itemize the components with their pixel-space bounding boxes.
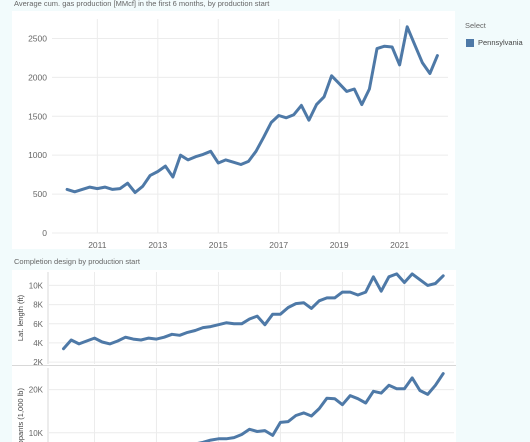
legend-swatch [466,38,474,47]
series-line-pennsylvania [65,25,439,194]
production-chart-title: Average cum. gas production [MMcf] in th… [14,0,270,8]
series-line-pennsylvania [62,272,445,351]
proppants-chart: 10K 20K Proppants (1,000 lb) [16,368,454,442]
y-axis-label: Proppants (1,000 lb) [16,388,25,442]
lateral-length-chart: 2K 4K 6K 8K 10K Lat. length (ft) [12,272,456,367]
y-tick-label: 500 [33,189,47,199]
production-chart-panel: 0 500 1000 1500 2000 2500 2011 2013 2015 2017 2019… [12,11,455,250]
x-tick-label: 2017 [269,240,288,249]
x-tick-label: 2011 [88,240,107,249]
y-tick-label: 10K [29,429,44,438]
production-chart: 0 500 1000 1500 2000 2500 2011 2013 2015 2017 2019… [28,19,448,250]
x-tick-label: 2013 [148,240,167,249]
y-tick-label: 4K [33,339,43,348]
y-tick-label: 0 [42,228,47,238]
y-axis-label: Lat. length (ft) [16,294,25,341]
series-line-pennsylvania [197,372,445,442]
y-tick-label: 2K [33,358,43,366]
y-tick-label: 1500 [28,111,47,121]
legend-item-label: Pennsylvania [478,38,523,47]
y-tick-label: 10K [29,281,44,290]
y-tick-label: 2000 [28,72,47,82]
x-tick-label: 2019 [330,240,349,249]
y-tick-label: 20K [29,386,44,395]
x-tick-label: 2021 [390,240,409,249]
completion-panel: 2K 4K 6K 8K 10K Lat. length (ft) 10K 20K Proppa… [12,270,456,442]
y-tick-label: 8K [33,301,43,310]
completion-section-title: Completion design by production start [14,257,140,266]
legend-item-pennsylvania[interactable]: Pennsylvania [466,38,523,47]
legend-title: Select [465,21,486,30]
y-tick-label: 2500 [28,33,47,43]
y-tick-label: 1000 [28,150,47,160]
x-tick-label: 2015 [209,240,228,249]
y-tick-label: 6K [33,320,43,329]
